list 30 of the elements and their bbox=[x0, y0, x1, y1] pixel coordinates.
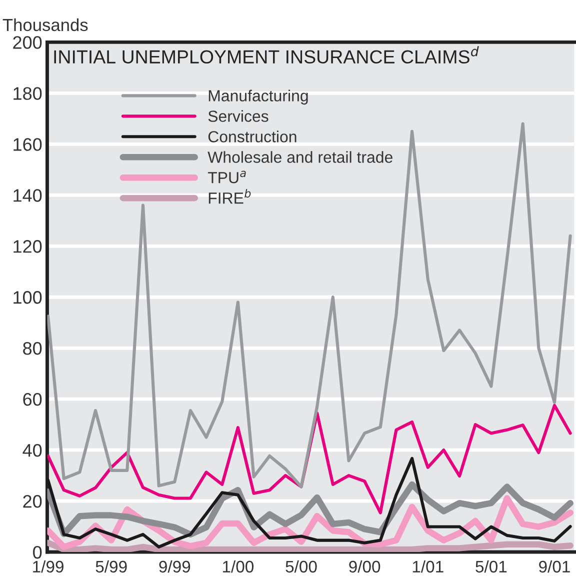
y-tick-label: 140 bbox=[14, 189, 42, 202]
y-tick-label: 40 bbox=[22, 444, 42, 457]
y-tick-label: 160 bbox=[14, 138, 42, 151]
y-tick-label: 200 bbox=[13, 36, 42, 49]
y-tick-label: 100 bbox=[14, 291, 42, 304]
y-axis-title: Thousands bbox=[2, 18, 88, 32]
x-tick-label: 1/99 bbox=[33, 560, 64, 573]
legend-label: Manufacturing bbox=[208, 90, 308, 105]
legend-label: TPU$^{a}$ bbox=[208, 170, 246, 184]
legend-label: Construction bbox=[208, 130, 296, 142]
line-series bbox=[47, 404, 572, 514]
legend-label: FIRE$^{b}$ bbox=[208, 188, 251, 204]
legend-label: Wholesale and retail trade bbox=[208, 151, 392, 163]
x-tick-label: 9/01 bbox=[539, 560, 570, 573]
x-tick-label: 5/99 bbox=[96, 560, 127, 573]
x-tick-label: 5/00 bbox=[286, 560, 317, 573]
y-tick-label: 80 bbox=[23, 342, 42, 355]
y-tick-label: 120 bbox=[14, 240, 42, 253]
y-tick-label: 60 bbox=[23, 393, 42, 406]
y-tick-label: 180 bbox=[14, 87, 42, 100]
x-tick-label: 5/01 bbox=[476, 560, 507, 573]
x-tick-label: 1/00 bbox=[223, 560, 254, 573]
y-tick-label: 0 bbox=[33, 546, 42, 559]
x-tick-label: 9/99 bbox=[159, 560, 190, 573]
line-series bbox=[47, 122, 572, 488]
chart-title: INITIAL UNEMPLOYMENT INSURANCE CLAIMS$^{d}$ bbox=[54, 46, 479, 64]
y-tick-label: 20 bbox=[23, 494, 42, 508]
legend-label: Services bbox=[208, 110, 268, 122]
x-tick-label: 9/00 bbox=[349, 560, 380, 573]
x-tick-label: 1/01 bbox=[412, 560, 444, 573]
